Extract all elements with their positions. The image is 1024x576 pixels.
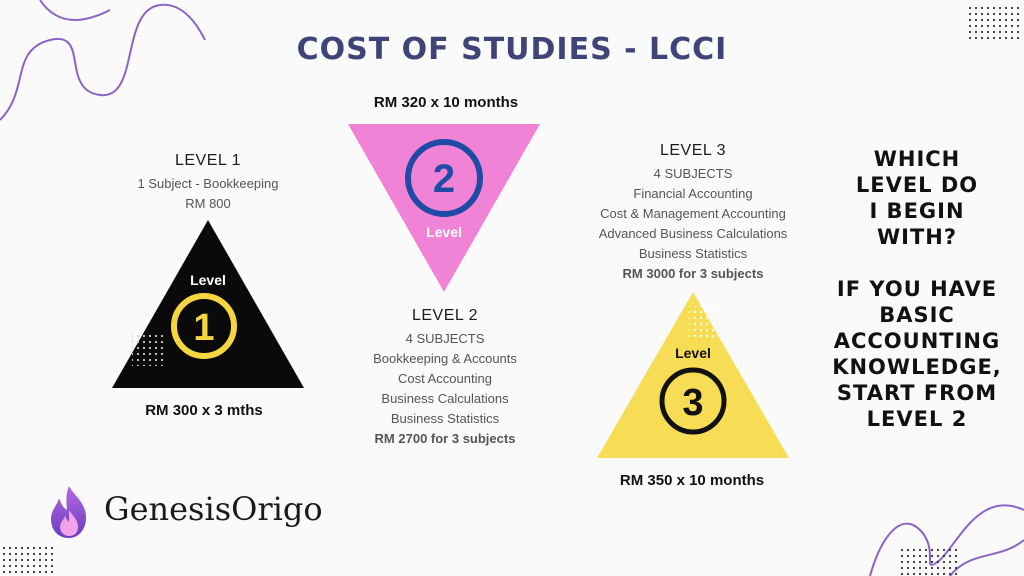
- level1-badge: Level 1: [112, 220, 304, 388]
- level3-line: Advanced Business Calculations: [598, 226, 788, 241]
- side-line: LEVEL 2: [866, 407, 968, 431]
- level2-info: LEVEL 2 4 SUBJECTS Bookkeeping & Account…: [334, 307, 556, 449]
- level2-price: RM 320 x 10 months: [373, 94, 519, 111]
- level1-badge-word: Level: [190, 272, 226, 288]
- level1-price: RM 300 x 3 mths: [145, 402, 263, 419]
- side-line: I BEGIN: [869, 199, 965, 223]
- level2-line: Business Calculations: [381, 391, 509, 406]
- flame-logo-icon: [51, 486, 86, 538]
- level3-line: Financial Accounting: [633, 186, 753, 201]
- level2-heading: LEVEL 2: [411, 307, 479, 324]
- level3-price: RM 350 x 10 months: [619, 472, 765, 489]
- dot-grid-bottom-left: [2, 546, 56, 576]
- level2-line: 4 SUBJECTS: [405, 331, 485, 346]
- level2-badge-word: Level: [426, 224, 462, 240]
- side-line: ACCOUNTING: [833, 329, 1001, 353]
- page-title: COST OF STUDIES - LCCI: [296, 32, 728, 67]
- side-line: WITH?: [876, 225, 958, 249]
- side-advice: IF YOU HAVE BASIC ACCOUNTING KNOWLEDGE, …: [824, 276, 1010, 432]
- level3-total: RM 3000 for 3 subjects: [622, 266, 764, 281]
- level3-heading: LEVEL 3: [659, 142, 727, 159]
- level2-line: Cost Accounting: [398, 371, 492, 386]
- level3-badge: Level 3: [597, 292, 789, 458]
- level3-badge-number: 3: [682, 382, 703, 424]
- level1-info: LEVEL 1 1 Subject - Bookkeeping RM 800: [108, 152, 308, 214]
- level3-line: Business Statistics: [638, 246, 748, 261]
- side-line: KNOWLEDGE,: [832, 355, 1002, 379]
- level2-badge-number: 2: [433, 157, 455, 201]
- side-question: WHICH LEVEL DO I BEGIN WITH?: [828, 146, 1006, 250]
- level3-info: LEVEL 3 4 SUBJECTS Financial Accounting …: [578, 142, 808, 284]
- level1-line: 1 Subject - Bookkeeping: [137, 176, 279, 191]
- dot-grid-top-right: [968, 6, 1020, 40]
- level2-badge: 2 Level: [348, 124, 540, 292]
- dot-grid-bottom-right: [900, 548, 958, 576]
- level2-line: Bookkeeping & Accounts: [373, 351, 517, 366]
- level3-line: Cost & Management Accounting: [600, 206, 786, 221]
- side-line: BASIC: [879, 303, 955, 327]
- level2-line: Business Statistics: [390, 411, 500, 426]
- decorative-curve-top-left: [0, 0, 206, 121]
- level1-heading: LEVEL 1: [174, 152, 242, 169]
- side-line: IF YOU HAVE: [836, 277, 998, 301]
- level1-badge-number: 1: [193, 307, 214, 349]
- level3-line: 4 SUBJECTS: [653, 166, 733, 181]
- level1-line: RM 800: [185, 196, 231, 211]
- level3-badge-word: Level: [675, 345, 711, 361]
- level2-total: RM 2700 for 3 subjects: [374, 431, 516, 446]
- side-line: START FROM: [836, 381, 998, 405]
- side-line: LEVEL DO: [855, 173, 979, 197]
- brand-name: GenesisOrigo: [104, 490, 323, 528]
- side-line: WHICH: [873, 147, 961, 171]
